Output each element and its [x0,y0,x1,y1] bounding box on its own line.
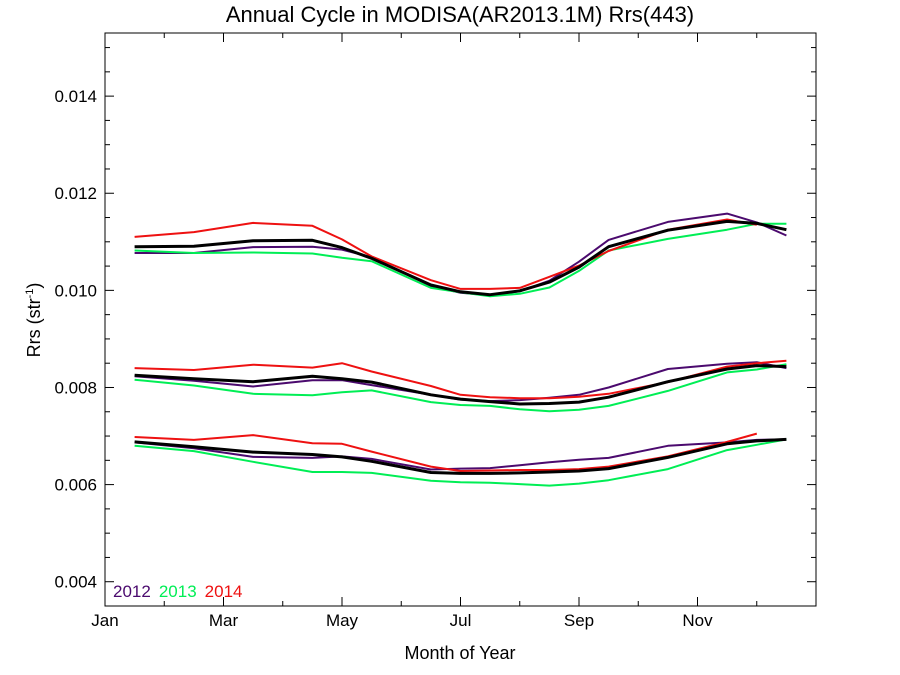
series-2013-upper-line [134,222,787,298]
y-axis-label: Rrs (str-1) [24,283,44,358]
plot-frame [104,32,817,607]
legend-text: 2012 2013 2014 [113,582,242,601]
y-tick-label: 0.006 [54,476,97,495]
series-2013-lower-line [134,438,787,487]
x-tick-label: Sep [564,611,594,630]
legend-item-2012: 2012 [113,582,151,601]
y-tick-label: 0.004 [54,573,97,592]
series-layer [134,212,787,487]
series-2012-lower-line [134,438,787,471]
x-tick-label: May [326,611,359,630]
y-axis: 0.004 0.006 0.008 0.010 0.012 0.014 [54,47,816,607]
series-2014-upper-line [134,218,757,290]
legend-item-2014: 2014 [205,582,243,601]
y-axis-label-superscript: -1 [24,289,36,299]
y-tick-label: 0.012 [54,184,97,203]
y-tick-label: 0.008 [54,378,97,397]
x-tick-label: Jul [450,611,472,630]
chart-title: Annual Cycle in MODISA(AR2013.1M) Rrs(44… [226,2,694,27]
y-axis-label-text: Rrs (str [24,298,44,357]
x-axis-label: Month of Year [404,643,515,663]
y-axis-label-close: ) [24,283,44,289]
x-tick-label: Jan [91,611,118,630]
series-mean-upper-line [134,219,787,297]
series-mean-middle-line [134,364,787,406]
legend: 2012 2013 2014 [113,582,242,601]
x-tick-label: Nov [682,611,713,630]
y-tick-label: 0.014 [54,87,97,106]
legend-item-2013: 2013 [159,582,197,601]
x-tick-label: Mar [209,611,239,630]
series-mean-lower-line [134,437,787,475]
series-2013-middle-line [134,363,787,413]
y-tick-label: 0.010 [54,281,97,300]
x-axis: Jan Mar May Jul Sep Nov [91,33,817,630]
